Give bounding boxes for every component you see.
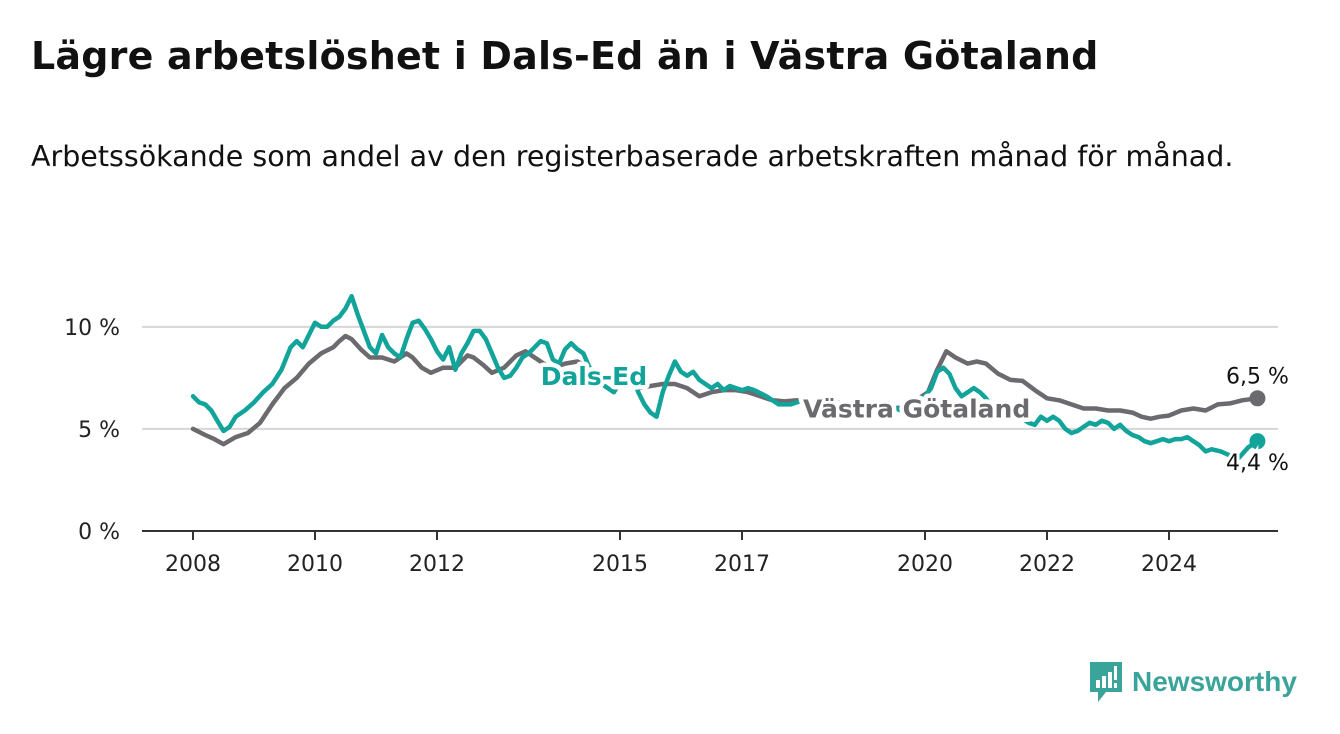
x-tick-label: 2010	[287, 552, 343, 577]
y-tick-label: 0 %	[78, 520, 120, 545]
series-line-v-stra-g-taland	[190, 333, 1260, 447]
series-line-dals-ed	[190, 293, 1260, 460]
line-chart: Dals-Ed Västra Götaland 6,5 % 4,4 % 0 % 5 % 1…	[64, 293, 1292, 577]
series-lines	[190, 293, 1260, 460]
x-tick-label: 2022	[1019, 552, 1075, 577]
grid-lines	[142, 325, 1278, 430]
chart-subtitle: Arbetssökande som andel av den registerb…	[31, 140, 1234, 173]
x-tick-label: 2024	[1141, 552, 1197, 577]
end-value-label: 4,4 %	[1226, 451, 1289, 476]
y-tick-label: 5 %	[78, 418, 120, 443]
x-tick-label: 2017	[714, 552, 770, 577]
end-value-label: 6,5 %	[1226, 364, 1289, 389]
end-point-marker	[1249, 433, 1266, 450]
newsworthy-logo-icon	[1090, 662, 1122, 702]
chart-title: Lägre arbetslöshet i Dals-Ed än i Västra…	[31, 34, 1099, 78]
axes: 0 % 5 % 10 % 2008 2010 2012 2015 2017 2020 2022 20…	[64, 316, 1278, 577]
series-label: Västra Götaland	[803, 395, 1030, 424]
y-tick-label: 10 %	[64, 316, 120, 341]
brand-logo: Newsworthy	[1088, 660, 1297, 704]
series-label: Dals-Ed	[541, 362, 647, 391]
x-tick-label: 2008	[165, 552, 221, 577]
x-tick-label: 2012	[409, 552, 465, 577]
x-tick-label: 2015	[592, 552, 648, 577]
series-labels: Dals-Ed Västra Götaland 6,5 % 4,4 %	[536, 357, 1292, 479]
x-tick-label: 2020	[897, 552, 953, 577]
end-point-marker	[1249, 390, 1266, 407]
brand-name: Newsworthy	[1132, 666, 1297, 697]
